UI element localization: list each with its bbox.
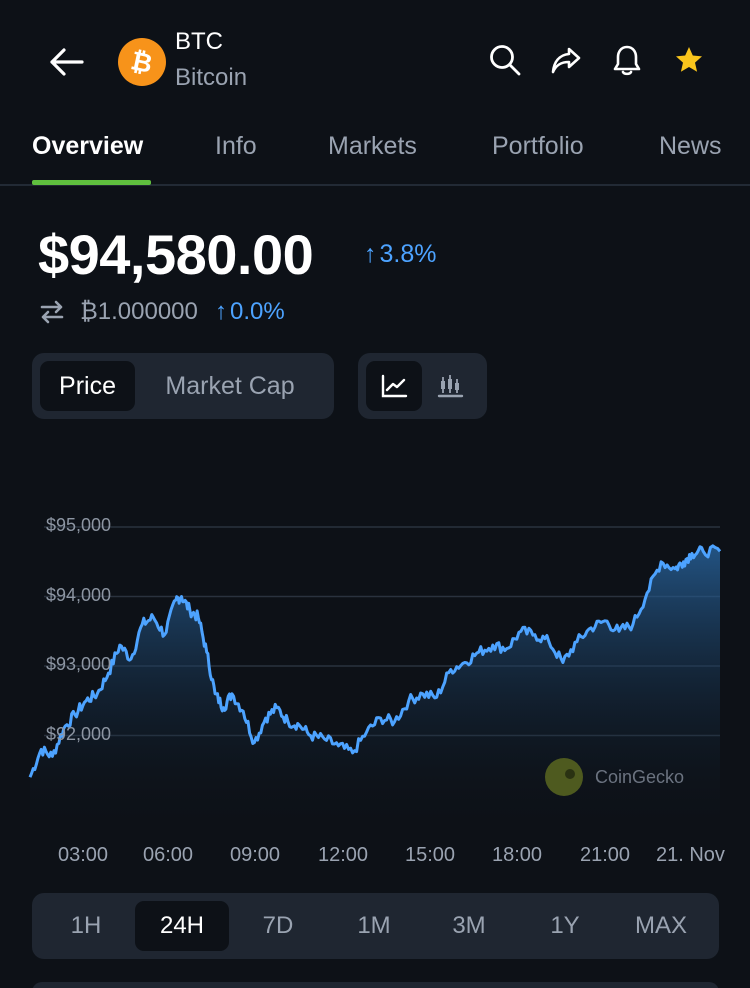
star-icon: [676, 47, 702, 72]
tab-portfolio[interactable]: Portfolio: [492, 132, 584, 160]
btc-change-arrow-icon: ↑: [215, 298, 227, 325]
price-change-percent: ↑ 3.8%: [364, 240, 436, 269]
share-icon: [551, 47, 581, 74]
tab-bar: Overview Info Markets Portfolio News: [0, 120, 750, 186]
x-tick-label: 21. Nov: [656, 844, 725, 866]
tab-markets[interactable]: Markets: [328, 132, 417, 160]
y-tick-label: $94,000: [46, 585, 112, 605]
chart-type-toggle: [358, 353, 487, 419]
bitcoin-logo-glyph: ₿: [128, 45, 156, 80]
btc-denominated-price: ₿1.000000: [80, 298, 198, 325]
coin-symbol: BTC: [175, 28, 223, 55]
price-chart-svg: [28, 526, 722, 825]
x-tick-label: 12:00: [318, 844, 369, 866]
toggle-market-cap[interactable]: Market Cap: [165, 371, 295, 400]
range-max[interactable]: MAX: [634, 912, 687, 939]
alert-button[interactable]: [607, 40, 647, 80]
candlestick-chart-button[interactable]: [422, 361, 478, 411]
time-range-selector: 1H 24H 7D 1M 3M 1Y MAX: [32, 893, 719, 959]
x-tick-label: 21:00: [580, 844, 631, 866]
y-tick-label: $93,000: [46, 654, 112, 674]
x-tick-label: 15:00: [405, 844, 456, 866]
coingecko-watermark: CoinGecko: [545, 758, 684, 796]
current-price: $94,580.00: [38, 223, 314, 286]
candlestick-icon: [437, 375, 464, 398]
range-1h[interactable]: 1H: [70, 912, 102, 939]
share-button[interactable]: [546, 40, 586, 80]
btc-change-percent: ↑ 0.0%: [215, 298, 285, 326]
favorite-button[interactable]: [669, 40, 709, 80]
price-change-value: 3.8%: [379, 240, 437, 268]
x-tick-label: 03:00: [58, 844, 109, 866]
arrow-left-icon: [50, 48, 84, 76]
x-tick-label: 09:00: [230, 844, 281, 866]
toggle-price[interactable]: Price: [40, 361, 135, 411]
range-1y[interactable]: 1Y: [550, 912, 580, 939]
price-area-fill: [30, 545, 720, 825]
range-3m[interactable]: 3M: [452, 912, 486, 939]
bell-icon: [613, 45, 641, 76]
search-icon: [490, 45, 521, 76]
coin-name: Bitcoin: [175, 64, 248, 91]
coingecko-logo-icon: [545, 758, 583, 796]
coin-header: ₿ BTC Bitcoin: [0, 0, 750, 120]
tab-info[interactable]: Info: [215, 132, 257, 160]
line-chart-icon: [381, 374, 408, 398]
price-chart[interactable]: $95,000 $94,000 $93,000 $92,000 CoinGeck…: [0, 500, 750, 880]
range-24h[interactable]: 24H: [135, 901, 229, 951]
tab-overview[interactable]: Overview: [32, 132, 144, 160]
x-tick-label: 18:00: [492, 844, 543, 866]
y-tick-label: $95,000: [46, 515, 112, 535]
search-button[interactable]: [485, 40, 525, 80]
metric-toggle: Price Market Cap: [32, 353, 334, 419]
x-tick-label: 06:00: [143, 844, 194, 866]
bitcoin-logo-icon: ₿: [118, 38, 166, 86]
range-1m[interactable]: 1M: [357, 912, 391, 939]
line-chart-button[interactable]: [366, 361, 422, 411]
range-7d[interactable]: 7D: [262, 912, 294, 939]
price-change-arrow-icon: ↑: [364, 240, 377, 268]
swap-icon: [40, 300, 64, 324]
btc-change-value: 0.0%: [230, 298, 285, 325]
watermark-text: CoinGecko: [595, 766, 685, 787]
next-section-edge: [32, 982, 719, 988]
y-tick-label: $92,000: [46, 724, 112, 744]
tab-news[interactable]: News: [659, 132, 722, 160]
back-button[interactable]: [44, 40, 88, 84]
price-line: [28, 544, 722, 778]
active-tab-indicator: [32, 180, 151, 185]
